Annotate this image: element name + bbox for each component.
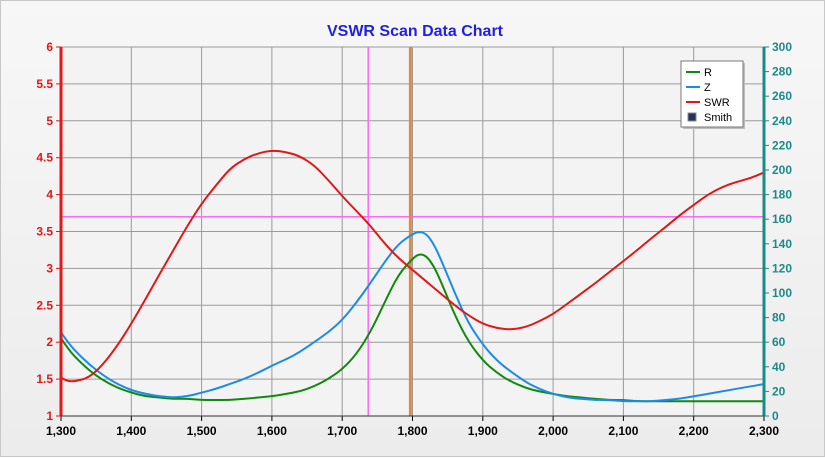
y-right-tick-label: 220 (772, 138, 792, 152)
x-tick-label: 1,500 (187, 424, 217, 438)
y-right-tick-label: 80 (772, 311, 786, 325)
x-tick-label: 2,100 (608, 424, 638, 438)
y-left-tick-label: 4.5 (36, 151, 53, 165)
legend-label-swr: SWR (704, 97, 730, 109)
legend-swatch-smith (687, 112, 697, 122)
y-right-tick-label: 100 (772, 286, 792, 300)
y-right-tick-label: 180 (772, 188, 792, 202)
y-left-tick-label: 3.5 (36, 225, 53, 239)
y-right-tick-label: 140 (772, 237, 792, 251)
legend: RZ SWR Smith (680, 60, 745, 129)
y-right-tick-label: 0 (772, 409, 779, 423)
x-tick-label: 1,300 (46, 424, 76, 438)
y-left-tick-label: 4 (46, 188, 53, 202)
y-left-tick-label: 2 (46, 335, 53, 349)
series-z-line (60, 231, 766, 403)
y-right-tick-label: 120 (772, 261, 792, 275)
series-lines (60, 149, 766, 403)
y-left-tick-label: 1.5 (36, 372, 53, 386)
x-tick-label: 2,200 (679, 424, 709, 438)
legend-label-r: R (704, 67, 712, 79)
y-right-tick-label: 160 (772, 212, 792, 226)
y-left-tick-label: 6 (46, 40, 53, 54)
y-left-tick-label: 1 (46, 409, 53, 423)
legend-label-z: Z (704, 82, 711, 94)
y-right-tick-label: 280 (772, 65, 792, 79)
y-left-tick-label: 2.5 (36, 298, 53, 312)
y-right-tick-label: 260 (772, 89, 792, 103)
y-right-tick-label: 20 (772, 384, 786, 398)
cursors (61, 47, 764, 416)
y-right-tick-label: 40 (772, 360, 786, 374)
y-right-tick-label: 200 (772, 163, 792, 177)
y-left-tick-label: 5 (46, 114, 53, 128)
x-tick-label: 1,800 (397, 424, 427, 438)
x-tick-label: 2,000 (538, 424, 568, 438)
legend-label-smith: Smith (704, 112, 732, 124)
x-tick-label: 1,400 (116, 424, 146, 438)
chart-title: VSWR Scan Data Chart (327, 23, 504, 40)
y-left-tick-label: 5.5 (36, 77, 53, 91)
series-swr-line (60, 149, 766, 383)
axes: 1,300 1,400 1,500 1,600 1,700 1,800 1,900 2,000… (36, 40, 792, 438)
y-left-tick-label: 3 (46, 261, 53, 275)
x-tick-label: 1,700 (327, 424, 357, 438)
y-right-tick-label: 60 (772, 335, 786, 349)
y-right-tick-label: 300 (772, 40, 792, 54)
x-tick-label: 1,900 (468, 424, 498, 438)
y-right-tick-label: 240 (772, 114, 792, 128)
grid (60, 46, 765, 417)
x-tick-label: 2,300 (749, 424, 779, 438)
x-tick-label: 1,600 (257, 424, 287, 438)
